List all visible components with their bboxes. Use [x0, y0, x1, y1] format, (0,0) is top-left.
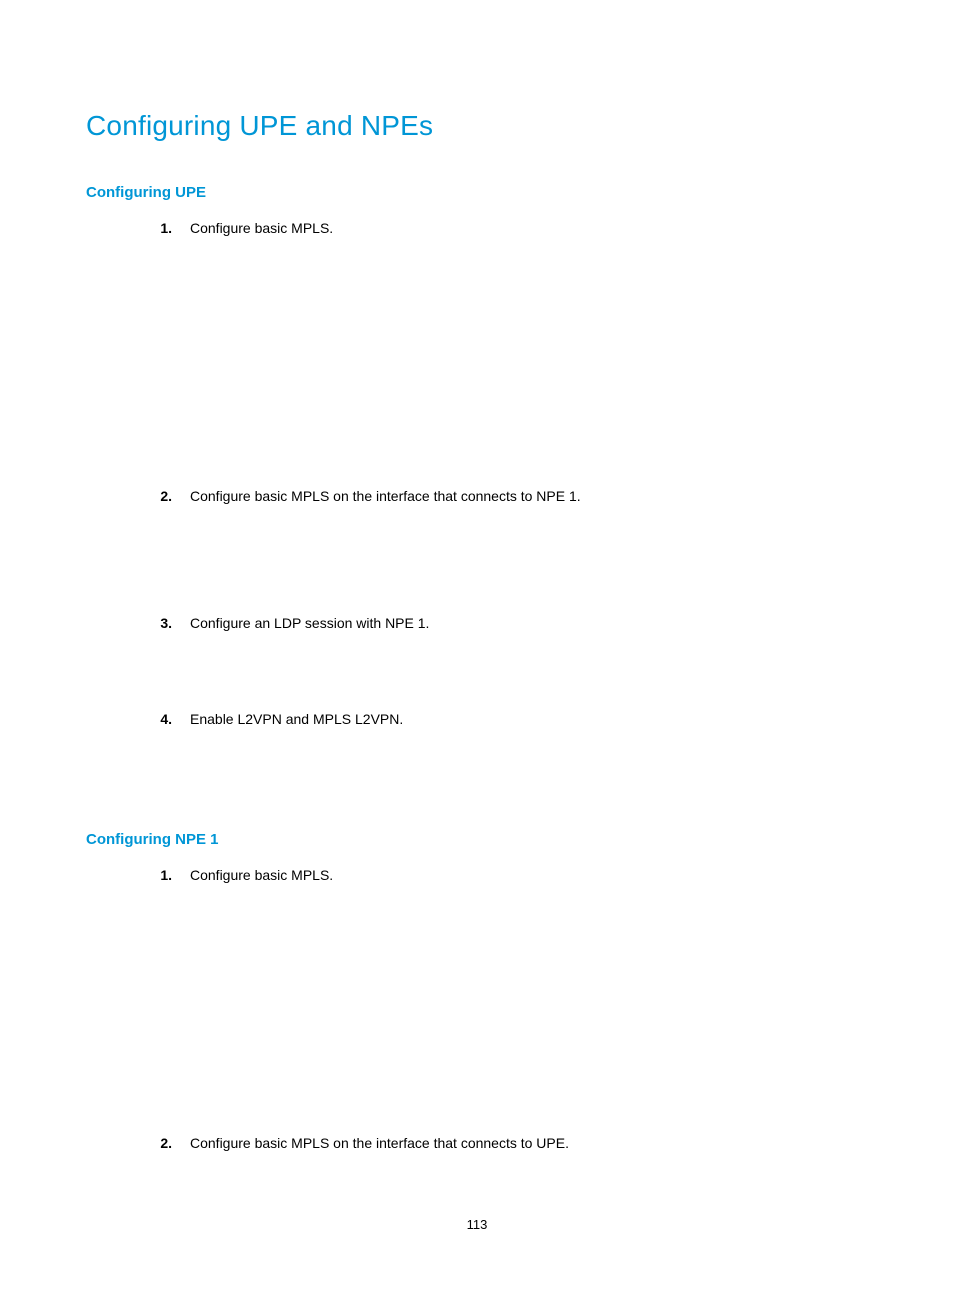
list-text: Enable L2VPN and MPLS L2VPN.: [190, 710, 403, 730]
list-npe1: 1. Configure basic MPLS. 2. Configure ba…: [144, 866, 868, 1153]
list-item: 1. Configure basic MPLS.: [144, 866, 868, 886]
list-item: 4. Enable L2VPN and MPLS L2VPN.: [144, 710, 868, 730]
page-number: 113: [0, 1217, 954, 1232]
list-text: Configure basic MPLS on the interface th…: [190, 487, 581, 507]
page-container: Configuring UPE and NPEs Configuring UPE…: [0, 0, 954, 1154]
list-item: 3. Configure an LDP session with NPE 1.: [144, 614, 868, 634]
list-upe: 1. Configure basic MPLS. 2. Configure ba…: [144, 219, 868, 807]
list-text: Configure basic MPLS.: [190, 219, 333, 239]
section-heading-upe: Configuring UPE: [86, 184, 868, 201]
page-title: Configuring UPE and NPEs: [86, 110, 868, 142]
list-item: 1. Configure basic MPLS.: [144, 219, 868, 239]
list-text: Configure basic MPLS.: [190, 866, 333, 886]
list-number: 3.: [144, 615, 190, 631]
list-item: 2. Configure basic MPLS on the interface…: [144, 487, 868, 507]
list-number: 2.: [144, 488, 190, 504]
list-number: 4.: [144, 711, 190, 727]
list-number: 1.: [144, 867, 190, 883]
list-number: 1.: [144, 220, 190, 236]
list-item: 2. Configure basic MPLS on the interface…: [144, 1134, 868, 1154]
list-text: Configure an LDP session with NPE 1.: [190, 614, 429, 634]
list-number: 2.: [144, 1135, 190, 1151]
section-heading-npe1: Configuring NPE 1: [86, 831, 868, 848]
list-text: Configure basic MPLS on the interface th…: [190, 1134, 569, 1154]
